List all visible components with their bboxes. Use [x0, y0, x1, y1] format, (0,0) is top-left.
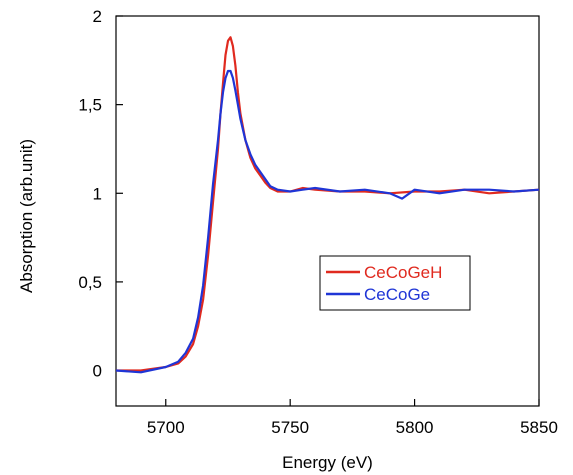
- y-tick-label: 1: [93, 184, 102, 203]
- x-tick-label: 5700: [147, 418, 185, 437]
- y-tick-label: 1,5: [78, 96, 102, 115]
- legend-label: CeCoGeH: [364, 263, 442, 282]
- legend-label: CeCoGe: [364, 285, 430, 304]
- series-line-cecoge: [115, 69, 540, 374]
- x-axis: 5700 5750 5800 5850: [147, 399, 558, 437]
- legend: CeCoGeH CeCoGe: [319, 255, 471, 311]
- y-axis-label: Absorption (arb.unit): [17, 139, 36, 293]
- y-tick-label: 0: [93, 362, 102, 381]
- x-tick-label: 5850: [520, 418, 558, 437]
- y-tick-label: 0,5: [78, 273, 102, 292]
- series-layer: [115, 36, 540, 374]
- x-axis-label: Energy (eV): [282, 453, 373, 472]
- legend-box: [319, 255, 471, 311]
- x-tick-label: 5800: [396, 418, 434, 437]
- plot-frame: [115, 15, 540, 407]
- y-tick-label: 2: [93, 7, 102, 26]
- y-axis: 0 0,5 1 1,5 2: [78, 7, 123, 381]
- x-tick-label: 5750: [271, 418, 309, 437]
